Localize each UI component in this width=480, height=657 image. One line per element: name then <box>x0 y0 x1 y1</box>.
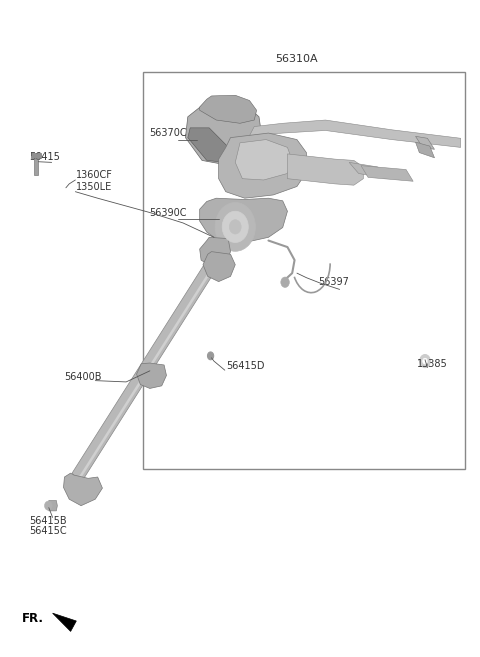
Polygon shape <box>49 501 57 511</box>
Text: 56397: 56397 <box>318 277 349 288</box>
Polygon shape <box>31 152 41 158</box>
Ellipse shape <box>420 355 430 367</box>
Text: 56415D: 56415D <box>226 361 264 371</box>
Polygon shape <box>250 120 461 147</box>
Text: 1360CF: 1360CF <box>76 170 113 180</box>
Text: 56310A: 56310A <box>276 54 318 64</box>
Ellipse shape <box>45 501 52 510</box>
Polygon shape <box>34 159 38 175</box>
Text: 56390C: 56390C <box>149 208 186 217</box>
Polygon shape <box>185 101 261 166</box>
Polygon shape <box>53 613 76 631</box>
Bar <box>143 72 466 468</box>
Polygon shape <box>223 147 245 164</box>
Polygon shape <box>137 363 167 388</box>
Ellipse shape <box>229 219 241 234</box>
Polygon shape <box>72 248 223 484</box>
Text: 56415C: 56415C <box>29 526 67 536</box>
Polygon shape <box>77 255 221 482</box>
Text: 56415B: 56415B <box>29 516 67 526</box>
Polygon shape <box>203 252 235 282</box>
Text: 56400B: 56400B <box>64 372 102 382</box>
Ellipse shape <box>423 358 427 364</box>
Text: 13385: 13385 <box>417 359 448 369</box>
Polygon shape <box>235 139 292 180</box>
Polygon shape <box>188 128 230 162</box>
Polygon shape <box>219 133 306 198</box>
Polygon shape <box>200 237 230 267</box>
Polygon shape <box>200 198 288 242</box>
Polygon shape <box>416 142 434 158</box>
Text: 56415: 56415 <box>29 152 60 162</box>
Polygon shape <box>63 473 102 506</box>
Text: 1350LE: 1350LE <box>76 182 113 192</box>
Polygon shape <box>200 95 257 124</box>
Ellipse shape <box>215 202 255 252</box>
Text: 56370C: 56370C <box>149 127 187 137</box>
Polygon shape <box>288 154 363 185</box>
Ellipse shape <box>281 277 289 288</box>
Ellipse shape <box>222 212 248 242</box>
Polygon shape <box>349 162 387 179</box>
Polygon shape <box>361 166 413 181</box>
Ellipse shape <box>207 352 214 360</box>
Polygon shape <box>416 136 434 149</box>
Text: FR.: FR. <box>22 612 44 625</box>
